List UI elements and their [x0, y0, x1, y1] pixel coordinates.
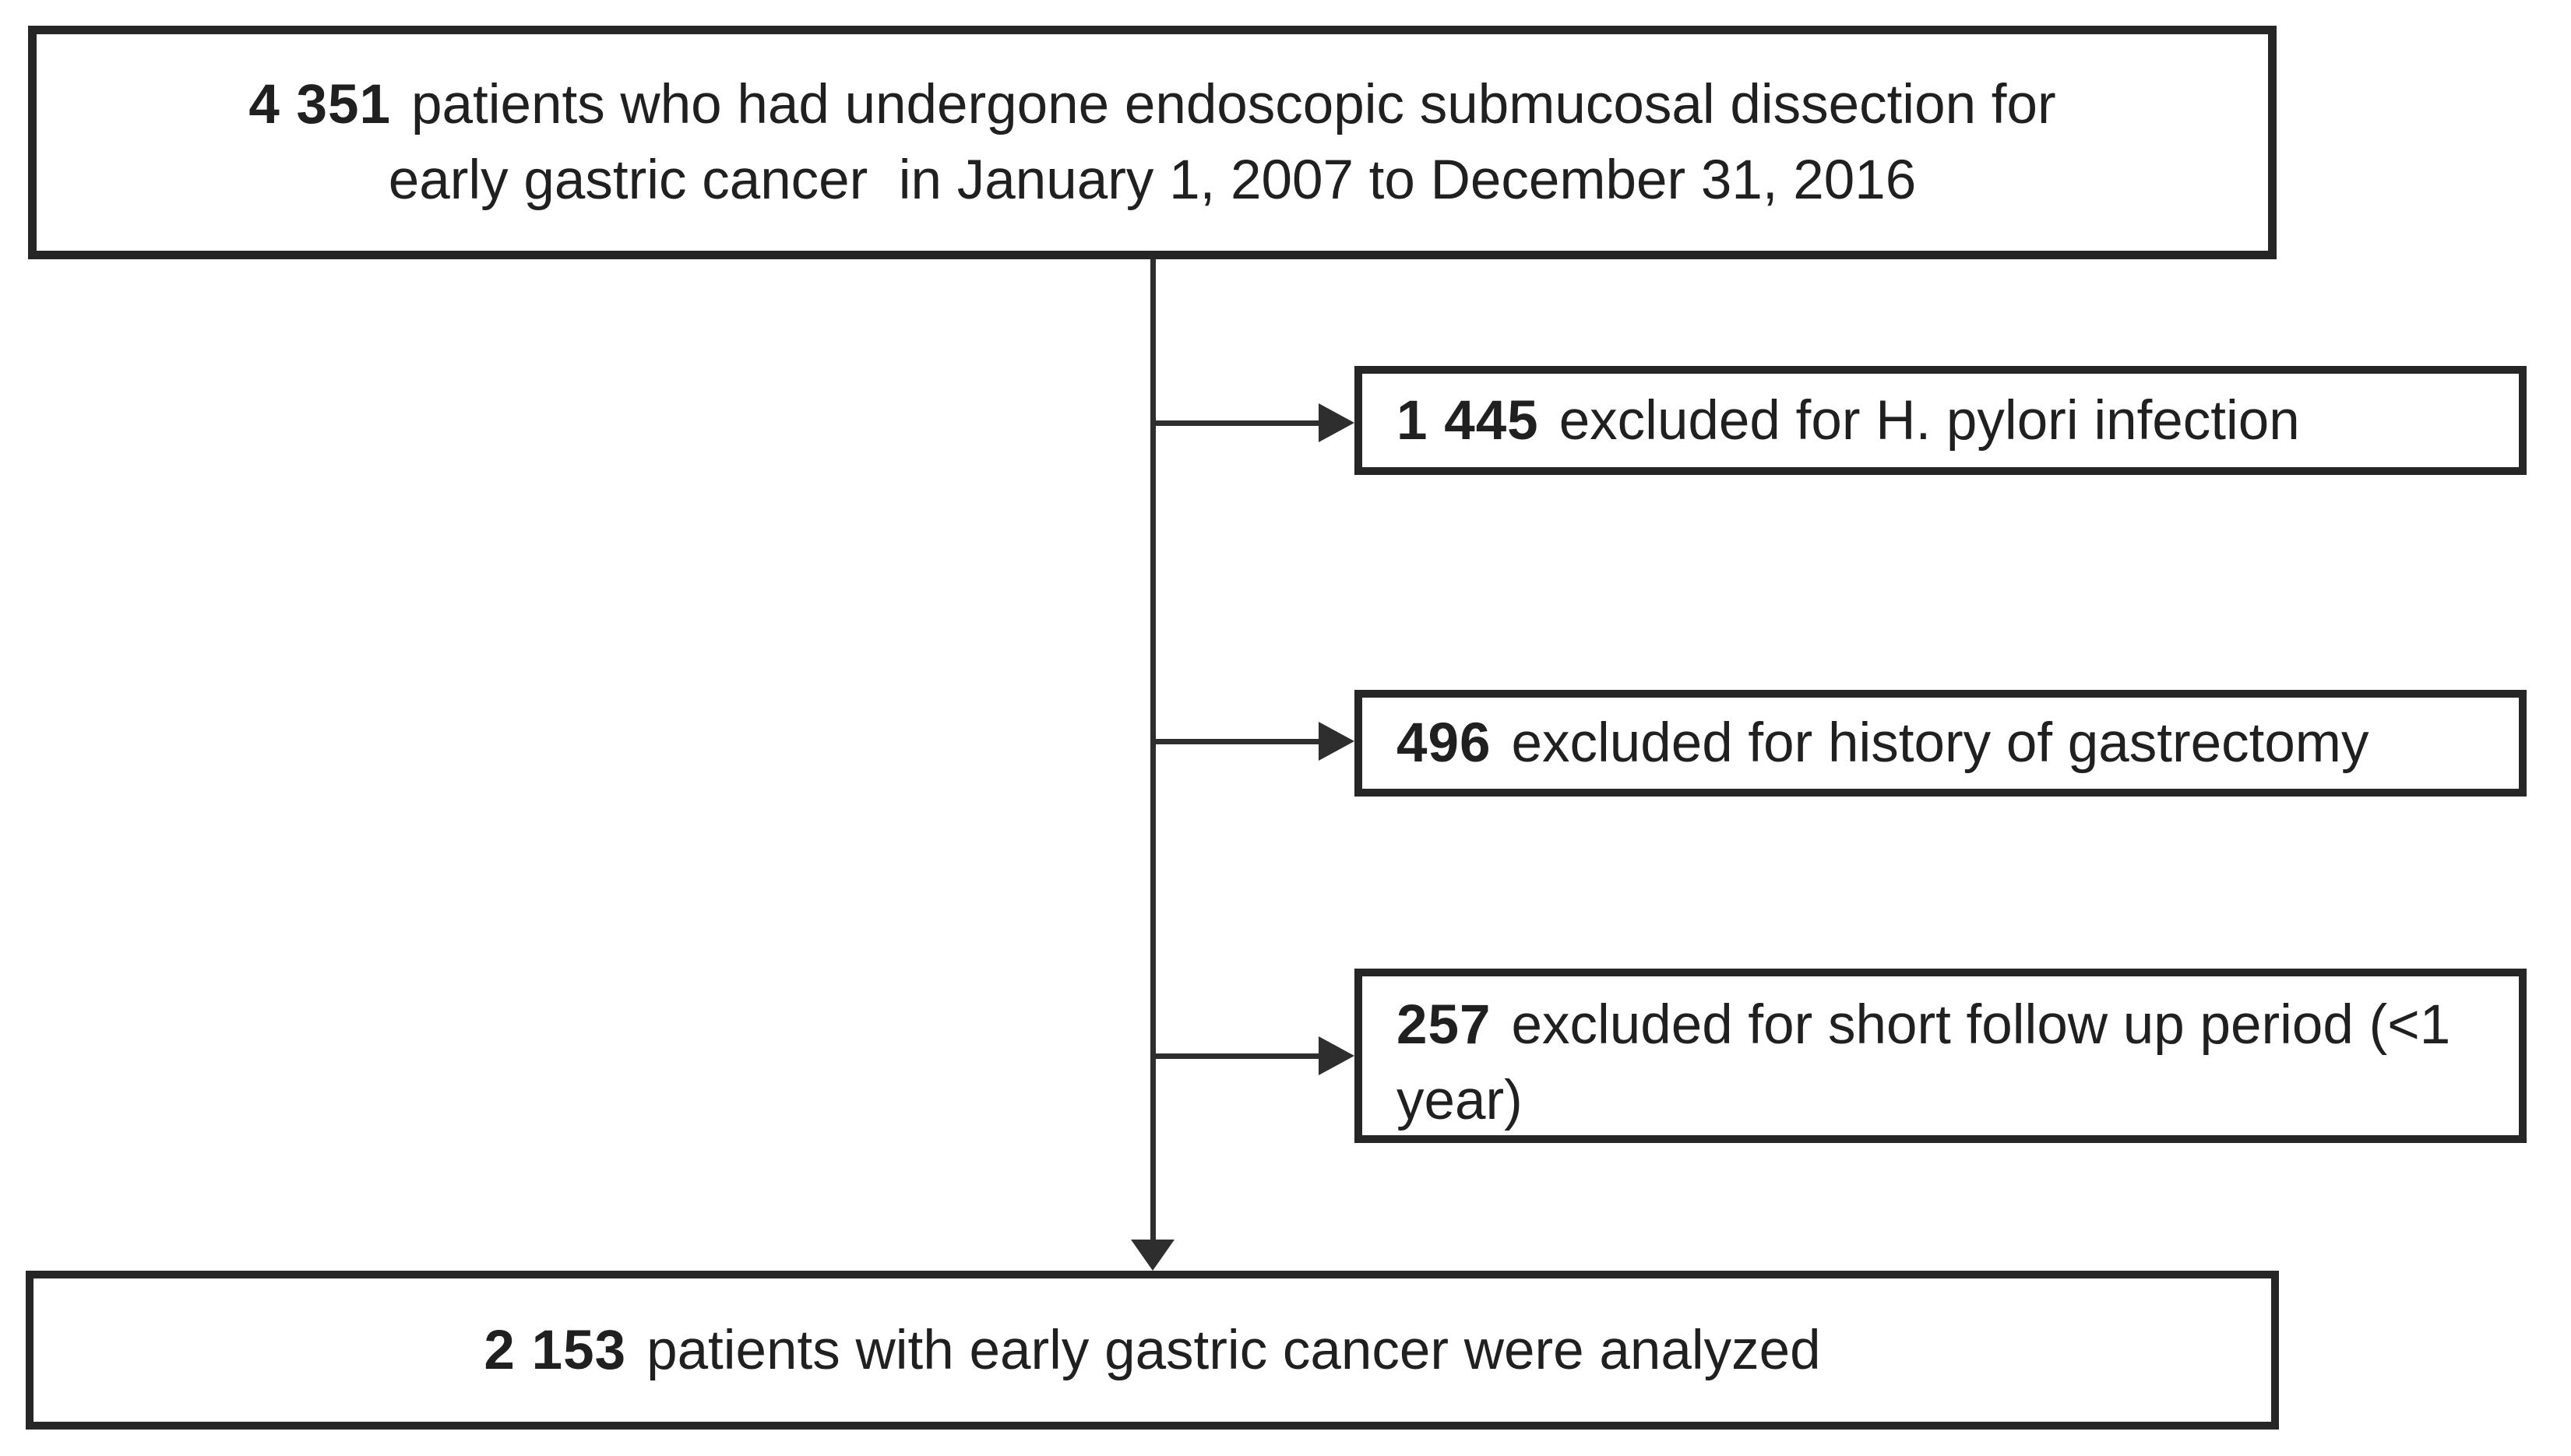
exclusion-count-3: 257 — [1396, 994, 1492, 1056]
connector-vertical-line — [1150, 259, 1156, 1242]
source-text-1: patients who had undergone endoscopic su… — [411, 74, 2056, 135]
source-count: 4 351 — [248, 74, 392, 135]
exclusion-arrow-line-2 — [1153, 739, 1319, 744]
exclusion-box-gastrectomy: 496 excluded for history of gastrectomy — [1354, 690, 2527, 797]
exclusion-count-2: 496 — [1396, 712, 1492, 774]
source-box: 4 351 patients who had undergone endoscop… — [28, 26, 2277, 259]
exclusion-box-follow-up: 257 excluded for short follow up period (… — [1354, 969, 2527, 1143]
exclusion-label-2: excluded for history of gastrectomy — [1511, 712, 2369, 774]
result-count: 2 153 — [484, 1319, 627, 1381]
result-box: 2 153 patients with early gastric cancer … — [26, 1271, 2279, 1430]
exclusion-text-2: 496 excluded for history of gastrectomy — [1396, 705, 2368, 781]
source-line-1: 4 351 patients who had undergone endoscop… — [248, 67, 2055, 142]
result-label: patients with early gastric cancer were … — [646, 1319, 1821, 1381]
result-text: 2 153 patients with early gastric cancer … — [484, 1313, 1820, 1388]
exclusion-text-1: 1 445 excluded for H. pylori infection — [1396, 383, 2300, 459]
exclusion-label-1: excluded for H. pylori infection — [1558, 389, 2300, 452]
exclusion-arrow-head-2-icon — [1319, 722, 1354, 761]
connector-down-arrowhead-icon — [1131, 1240, 1175, 1271]
source-line-2: early gastric cancer in January 1, 2007 … — [388, 149, 1917, 211]
exclusion-count-1: 1 445 — [1396, 389, 1539, 452]
exclusion-arrow-line-3 — [1153, 1053, 1319, 1059]
exclusion-arrow-line-1 — [1153, 420, 1319, 426]
exclusion-label-3: excluded for short follow up period (<1 … — [1396, 994, 2451, 1131]
exclusion-arrow-head-1-icon — [1319, 403, 1354, 442]
exclusion-arrow-head-3-icon — [1319, 1036, 1354, 1075]
exclusion-text-3: 257 excluded for short follow up period (… — [1396, 994, 2450, 1131]
exclusion-box-h-pylori: 1 445 excluded for H. pylori infection — [1354, 366, 2527, 475]
